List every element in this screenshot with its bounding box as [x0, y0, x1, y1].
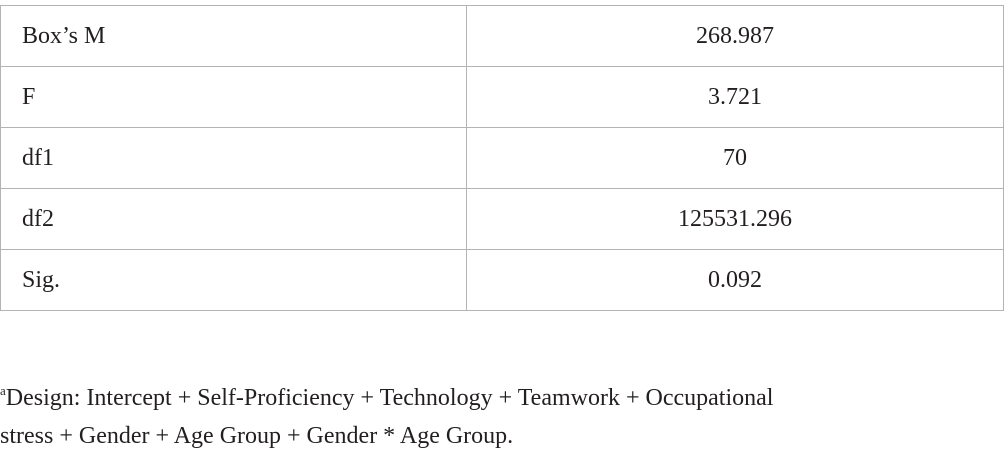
row-value: 70	[466, 127, 1004, 189]
footnote: aDesign: Intercept + Self-Proficiency + …	[0, 372, 773, 453]
row-value: 125531.296	[466, 188, 1004, 250]
footnote-line: stress + Gender + Age Group + Gender * A…	[0, 423, 514, 449]
row-label: Sig.	[0, 249, 467, 311]
row-label: df2	[0, 188, 467, 250]
stats-table: Box’s M 268.987 F 3.721 df1 70 df2 125531.296 Si…	[0, 5, 1004, 311]
row-label: Box’s M	[0, 5, 467, 67]
row-value: 3.721	[466, 66, 1004, 128]
table-row: df1 70	[0, 127, 1004, 189]
table-row: Sig. 0.092	[0, 249, 1004, 311]
row-value: 0.092	[466, 249, 1004, 311]
row-value: 268.987	[466, 5, 1004, 67]
row-label: df1	[0, 127, 467, 189]
footnote-text: Design: Intercept + Self-Proficiency + T…	[5, 385, 774, 411]
footnote-marker: a	[0, 383, 6, 398]
table-row: Box’s M 268.987	[0, 5, 1004, 67]
table-row: df2 125531.296	[0, 188, 1004, 250]
footnote-line: aDesign: Intercept + Self-Proficiency + …	[0, 372, 773, 417]
table-row: F 3.721	[0, 66, 1004, 128]
row-label: F	[0, 66, 467, 128]
